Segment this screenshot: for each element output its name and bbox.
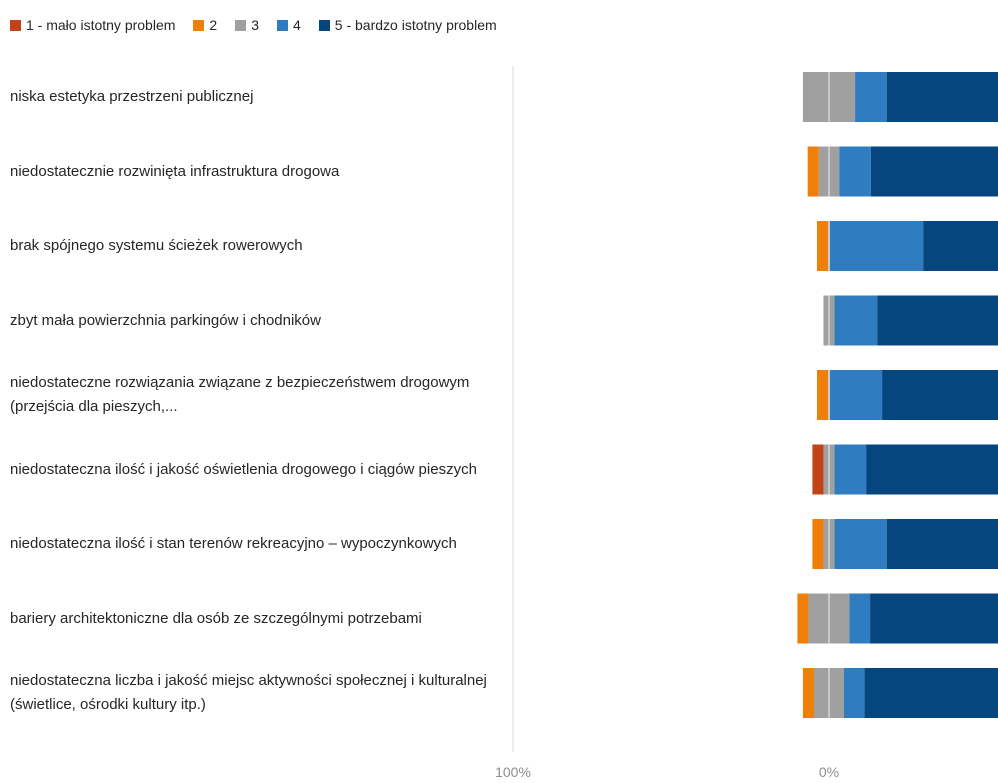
bar-segment — [812, 519, 824, 569]
bar-segment — [877, 295, 998, 346]
bar-segment — [834, 444, 867, 495]
legend-label: 4 — [293, 17, 301, 33]
bar-segment — [864, 668, 998, 718]
category-label: niedostateczne rozwiązania związane z be… — [10, 374, 470, 415]
bar-segment — [823, 295, 829, 346]
category-label: niedostateczna liczba i jakość miejsc ak… — [10, 672, 487, 713]
legend-item: 5 - bardzo istotny problem — [318, 17, 497, 33]
bar-segment — [886, 519, 998, 569]
bar-segment — [807, 146, 819, 197]
bar-segment — [808, 593, 829, 644]
bar-segment — [823, 519, 829, 569]
legend-item: 2 — [193, 17, 217, 33]
bar-segment — [839, 146, 871, 197]
bar-segment — [849, 593, 871, 644]
bar-segment — [829, 72, 856, 122]
legend-item: 4 — [277, 17, 301, 33]
legend-item: 1 - mało istotny problem — [10, 17, 175, 33]
category-labels: niska estetyka przestrzeni publicznej nie… — [10, 88, 487, 713]
bar-segment — [829, 519, 835, 569]
category-label: niska estetyka przestrzeni publicznej — [10, 88, 254, 105]
legend-swatch — [10, 19, 21, 31]
legend-label: 2 — [209, 17, 218, 33]
x-tick-label: 100% — [495, 764, 531, 780]
legend-label: 3 — [251, 17, 259, 33]
legend-label: 1 - mało istotny problem — [26, 17, 176, 33]
bar-segment — [816, 370, 829, 420]
bar-segment — [816, 221, 829, 271]
bar-segment — [829, 221, 924, 271]
legend-swatch — [193, 19, 205, 31]
bar-segment — [802, 668, 814, 718]
category-label: bariery architektoniczne dla osób ze szc… — [10, 609, 422, 627]
category-label: niedostateczna ilość i stan terenów rekr… — [10, 535, 457, 552]
bar-segment — [829, 370, 883, 420]
legend: 1 - mało istotny problem 2 3 4 5 - bardzo is… — [10, 14, 515, 36]
legend-label: 5 - bardzo istotny problem — [334, 17, 497, 33]
legend-swatch — [235, 19, 247, 31]
category-label: niedostateczna ilość i jakość oświetleni… — [10, 460, 477, 478]
bar-segment — [829, 668, 845, 718]
x-tick-label: 0% — [819, 764, 839, 780]
bar-segment — [866, 444, 998, 495]
bar-segment — [829, 593, 850, 644]
bar-segment — [870, 593, 998, 644]
legend-item: 3 — [235, 17, 259, 33]
bar-segment — [870, 146, 998, 197]
legend-swatch — [318, 19, 330, 31]
bar-segment — [813, 668, 829, 718]
bar-segment — [829, 295, 835, 346]
bar-segment — [886, 72, 998, 122]
bar-segment — [834, 519, 887, 569]
bar-segment — [923, 221, 998, 271]
category-label: niedostatecznie rozwinięta infrastruktur… — [10, 162, 340, 180]
bar-segment — [829, 146, 840, 197]
bar-segment — [834, 295, 878, 346]
bar-segment — [844, 668, 865, 718]
category-label: zbyt mała powierzchnia parkingów i chodn… — [10, 311, 321, 329]
category-label: brak spójnego systemu ścieżek rowerowych — [10, 237, 303, 254]
bar-segment — [818, 146, 829, 197]
bar-segment — [812, 444, 824, 495]
bar-segment — [802, 72, 829, 122]
legend-swatch — [277, 19, 288, 31]
bar-segment — [882, 370, 998, 420]
bar-segment — [855, 72, 887, 122]
bar-segment — [797, 593, 809, 644]
bar-segment — [823, 444, 829, 495]
bar-segment — [829, 444, 835, 495]
